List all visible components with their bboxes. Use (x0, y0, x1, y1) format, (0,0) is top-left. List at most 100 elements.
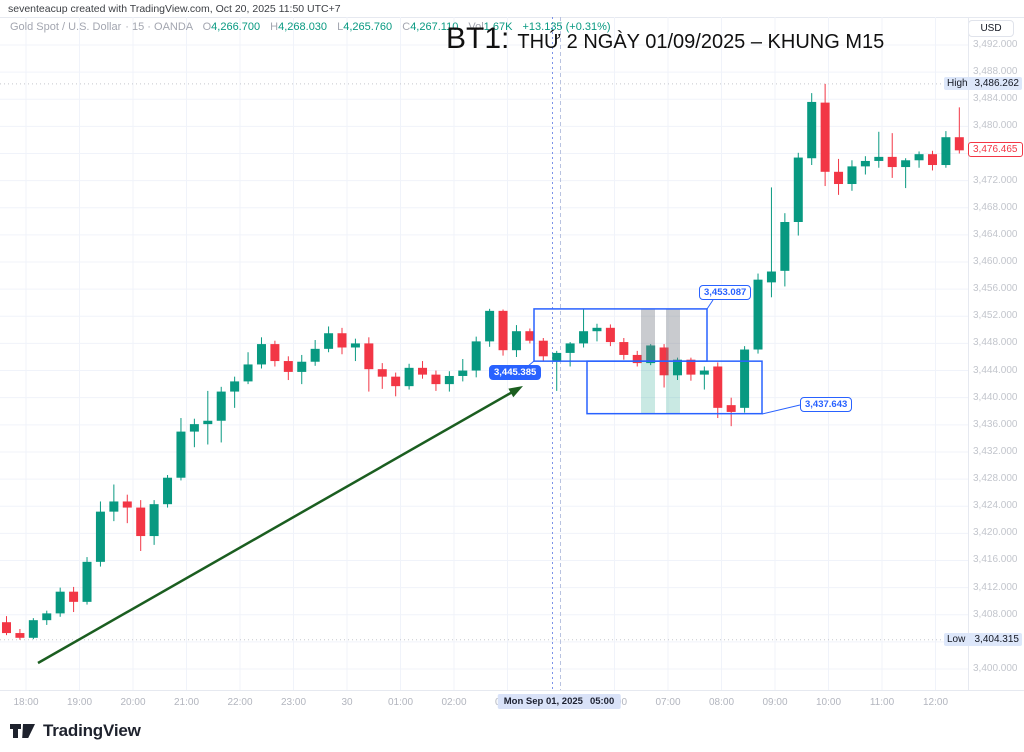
candle-body (552, 352, 562, 362)
candle-body (216, 391, 226, 421)
candle-body (498, 310, 508, 351)
candle-body (565, 343, 575, 353)
candle-body (163, 477, 173, 505)
trend-arrow-line (37, 387, 519, 665)
candle-body (632, 354, 642, 364)
symbol-meta: · 15 · OANDA (125, 21, 193, 33)
low-value: 4,265.760 (343, 21, 393, 33)
attribution-text: seventeacup created with TradingView.com… (8, 3, 341, 15)
low-label: L (337, 21, 344, 33)
symbol-info-bar[interactable]: Gold Spot / U.S. Dollar · 15 · OANDA O4,2… (10, 21, 611, 33)
price-tick-label: 3,440.000 (973, 391, 1018, 403)
drawing-price-label[interactable]: 3,453.087 (699, 285, 752, 300)
price-tick-label: 3,488.000 (973, 66, 1018, 78)
high-badge-label: High (947, 77, 968, 89)
top-divider (0, 17, 1024, 18)
currency-button[interactable]: USD (968, 20, 1014, 37)
open-value: 4,266.700 (211, 21, 261, 33)
candle-body (324, 333, 334, 349)
price-tick-label: 3,436.000 (973, 418, 1018, 430)
candle-body (471, 341, 481, 371)
candle-body (579, 331, 589, 344)
price-tick-label: 3,428.000 (973, 473, 1018, 485)
high-label: H (270, 21, 279, 33)
candle-body (2, 622, 11, 634)
price-tick-label: 3,480.000 (973, 120, 1018, 132)
candle-body (270, 344, 280, 362)
price-tick-label: 3,472.000 (973, 174, 1018, 186)
drawing-price-label[interactable]: 3,437.643 (800, 397, 853, 412)
candle-body (605, 327, 615, 343)
candle-body (699, 370, 709, 375)
last-price-badge: 3,476.465 (968, 142, 1023, 158)
candle-body (15, 633, 25, 638)
time-tick-label: 08:00 (708, 697, 735, 708)
time-tick-label: 21:00 (173, 697, 200, 708)
candle-body (391, 376, 401, 387)
time-axis-divider (0, 690, 1024, 691)
candle-body (713, 366, 723, 408)
session-date: Mon Sep 01, 2025 (503, 696, 583, 707)
candle-body (431, 374, 441, 385)
candle-body (673, 359, 682, 376)
chart-title: BT1: THỨ 2 NGÀY 01/09/2025 – KHUNG M15 (446, 22, 884, 56)
candle-body (807, 101, 817, 159)
candle-body (525, 331, 535, 341)
high-badge-value: 3,486.262 (974, 77, 1020, 89)
candle-body (860, 160, 870, 167)
close-label: C (402, 21, 411, 33)
candle-body (404, 367, 414, 387)
candle-body (42, 613, 52, 621)
low-badge-label: Low (947, 633, 966, 645)
candle-body (646, 345, 656, 364)
low-price-badge: Low 3,404.315 (944, 632, 1022, 646)
candle-body (203, 420, 213, 425)
price-axis-divider (968, 17, 969, 690)
time-tick-label: 11:00 (869, 697, 895, 708)
change-value: +13.135 (+0.31%) (522, 21, 611, 33)
candle-body (793, 157, 803, 222)
candle-body (740, 349, 750, 408)
candle-body (954, 137, 964, 151)
time-tick-label: 09:00 (762, 697, 788, 708)
time-tick-label: 12:00 (922, 697, 949, 708)
candle-body (256, 344, 266, 365)
drawing-price-label[interactable]: 3,445.385 (489, 365, 542, 380)
time-tick-label: 02:00 (441, 697, 467, 708)
candle-body (122, 501, 132, 508)
close-value: 4,267.110 (410, 21, 459, 33)
candle-body (283, 361, 293, 372)
candle-body (337, 333, 347, 348)
tradingview-logo[interactable]: TradingView (10, 721, 141, 741)
trend-arrow-head (508, 386, 523, 398)
high-value: 4,268.030 (278, 21, 328, 33)
candle-body (149, 504, 159, 537)
candle-body (887, 156, 897, 168)
time-tick-label: 19:00 (66, 697, 93, 708)
session-date-badge: Mon Sep 01, 2025 05:00 (497, 694, 621, 709)
tradingview-logo-icon (10, 724, 35, 738)
price-tick-label: 3,432.000 (973, 445, 1018, 457)
price-tick-label: 3,452.000 (973, 310, 1018, 322)
tradingview-logo-text: TradingView (43, 721, 141, 740)
symbol-name[interactable]: Gold Spot / U.S. Dollar (10, 21, 122, 33)
price-tick-label: 3,492.000 (973, 38, 1018, 50)
candle-body (109, 501, 119, 512)
time-tick-label: 22:00 (227, 697, 253, 708)
candle-body (820, 102, 830, 172)
candle-body (914, 154, 924, 161)
price-tick-label: 3,448.000 (973, 337, 1018, 349)
open-label: O (202, 21, 212, 33)
candle-body (350, 343, 360, 348)
low-badge-value: 3,404.315 (974, 633, 1020, 645)
candle-body (766, 271, 776, 283)
candle-body (310, 348, 320, 362)
candle-body (686, 359, 696, 375)
candle-body (28, 620, 38, 638)
highlight-strip-teal (641, 361, 655, 414)
title-text: THỨ 2 NGÀY 01/09/2025 – KHUNG M15 (517, 31, 885, 53)
candle-body (364, 343, 374, 370)
candle-body (834, 171, 844, 185)
